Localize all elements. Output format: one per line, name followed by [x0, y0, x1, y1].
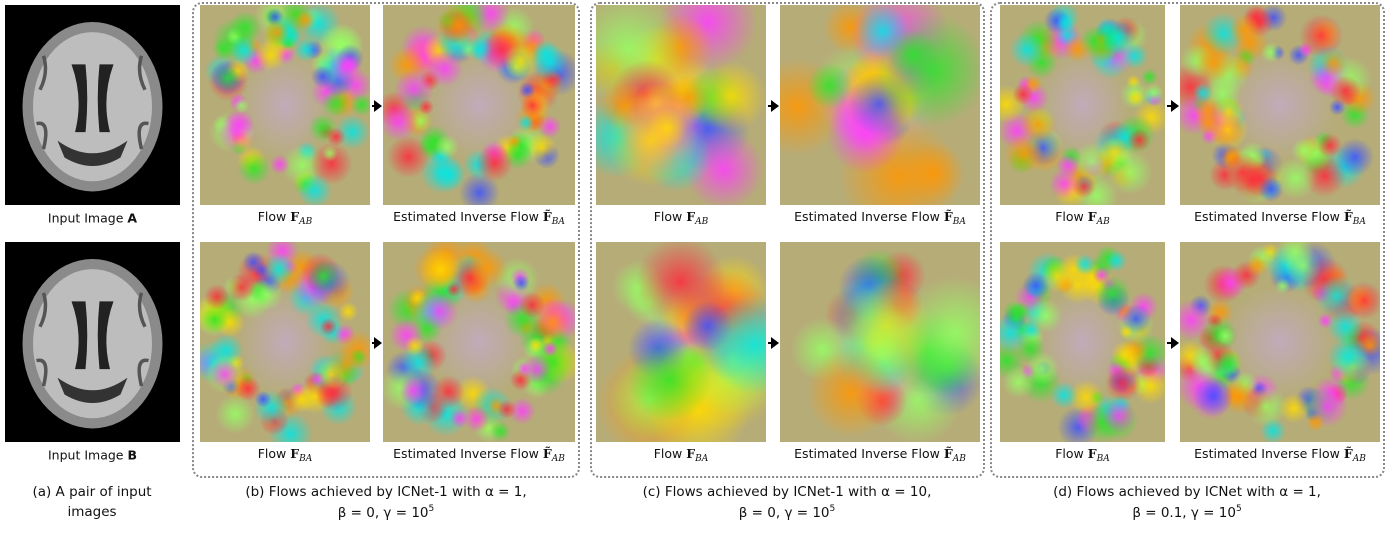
flow-image: [383, 5, 575, 205]
caption: (a) A pair of input images: [32, 484, 151, 520]
flow-image: [780, 5, 980, 205]
caption-text: (b) Flows achieved by ICNet-1 with α = 1…: [245, 484, 526, 500]
caption: (c) Flows achieved by ICNet-1 with α = 1…: [643, 484, 932, 521]
label-text: Estimated Inverse Flow: [794, 446, 940, 461]
caption-sup: 5: [830, 504, 836, 514]
label-text: Flow: [654, 446, 683, 461]
image-label: Estimated Inverse Flow F̃AB: [1194, 446, 1366, 464]
caption-line: β = 0.1, γ = 105: [1053, 504, 1321, 521]
label-subscript: AB: [1353, 454, 1366, 464]
flow-image: [1180, 242, 1380, 442]
arrow: [768, 342, 777, 344]
caption-line: (d) Flows achieved by ICNet with α = 1,: [1053, 484, 1321, 500]
flow-image: [596, 242, 766, 442]
flow-image: [780, 242, 980, 442]
image-label: Estimated Inverse Flow F̃AB: [794, 446, 966, 464]
caption: (b) Flows achieved by ICNet-1 with α = 1…: [245, 484, 526, 521]
caption-sup: 5: [429, 504, 435, 514]
brain-slice: [5, 5, 180, 205]
caption-sup: 5: [1236, 504, 1242, 514]
label-subscript: AB: [953, 454, 966, 464]
flow-image: [383, 242, 575, 442]
label-subscript: AB: [1097, 217, 1110, 227]
flow-image: [1000, 242, 1165, 442]
label-subscript: BA: [1097, 454, 1110, 464]
arrow: [372, 105, 380, 107]
label-text: Input Image: [48, 448, 124, 463]
image-label: Estimated Inverse Flow F̃BA: [393, 209, 565, 227]
image-label: Estimated Inverse Flow F̃BA: [794, 209, 966, 227]
label-text: Estimated Inverse Flow: [393, 446, 539, 461]
caption-line: (b) Flows achieved by ICNet-1 with α = 1…: [245, 484, 526, 500]
label-symbol: F̃: [1344, 209, 1353, 224]
label-text: Estimated Inverse Flow: [1194, 446, 1340, 461]
label-symbol: F̃: [944, 209, 953, 224]
label-text: Estimated Inverse Flow: [1194, 209, 1340, 224]
caption-text: (c) Flows achieved by ICNet-1 with α = 1…: [643, 484, 932, 500]
label-text: Flow: [654, 209, 683, 224]
label-text: Flow: [1055, 446, 1084, 461]
flow-image: [1000, 5, 1165, 205]
arrow: [372, 342, 380, 344]
caption-text: β = 0.1, γ = 10: [1132, 505, 1236, 521]
label-subscript: BA: [695, 454, 708, 464]
label-bold: A: [127, 211, 137, 226]
label-text: Flow: [258, 446, 287, 461]
input-image: [5, 242, 180, 442]
label-subscript: BA: [1353, 217, 1366, 227]
flow-image: [1180, 5, 1380, 205]
input-image: [5, 5, 180, 205]
brain-slice: [5, 242, 180, 442]
caption-text: (d) Flows achieved by ICNet with α = 1,: [1053, 484, 1321, 500]
caption-line: β = 0, γ = 105: [643, 504, 932, 521]
arrow: [768, 105, 777, 107]
label-text: Input Image: [48, 211, 124, 226]
flow-image: [200, 242, 370, 442]
label-text: Estimated Inverse Flow: [794, 209, 940, 224]
label-text: Flow: [258, 209, 287, 224]
label-subscript: BA: [552, 217, 565, 227]
arrow: [1167, 105, 1177, 107]
caption-line: (c) Flows achieved by ICNet-1 with α = 1…: [643, 484, 932, 500]
caption-line: images: [32, 504, 151, 520]
label-text: Flow: [1055, 209, 1084, 224]
image-label: Estimated Inverse Flow F̃BA: [1194, 209, 1366, 227]
label-subscript: AB: [552, 454, 565, 464]
label-symbol: F̃: [944, 446, 953, 461]
label-symbol: F̃: [543, 209, 552, 224]
label-bold: B: [127, 448, 137, 463]
flow-image: [596, 5, 766, 205]
image-label: FlowFAB: [1055, 209, 1110, 227]
label-subscript: BA: [299, 454, 312, 464]
label-symbol: F̃: [1344, 446, 1353, 461]
caption-text: (a) A pair of input: [32, 484, 151, 500]
figure: Input ImageA Input ImageB(a) A pair of i…: [0, 0, 1390, 536]
label-symbol: F̃: [543, 446, 552, 461]
label-subscript: AB: [695, 217, 708, 227]
image-label: FlowFAB: [654, 209, 709, 227]
caption-line: (a) A pair of input: [32, 484, 151, 500]
caption-text: β = 0, γ = 10: [338, 505, 429, 521]
caption-text: β = 0, γ = 10: [739, 505, 830, 521]
label-text: Estimated Inverse Flow: [393, 209, 539, 224]
flow-image: [200, 5, 370, 205]
caption-line: β = 0, γ = 105: [245, 504, 526, 521]
image-label: Estimated Inverse Flow F̃AB: [393, 446, 565, 464]
label-subscript: BA: [953, 217, 966, 227]
label-subscript: AB: [299, 217, 312, 227]
arrow: [1167, 342, 1177, 344]
caption-text: images: [67, 504, 116, 520]
caption: (d) Flows achieved by ICNet with α = 1, β…: [1053, 484, 1321, 521]
